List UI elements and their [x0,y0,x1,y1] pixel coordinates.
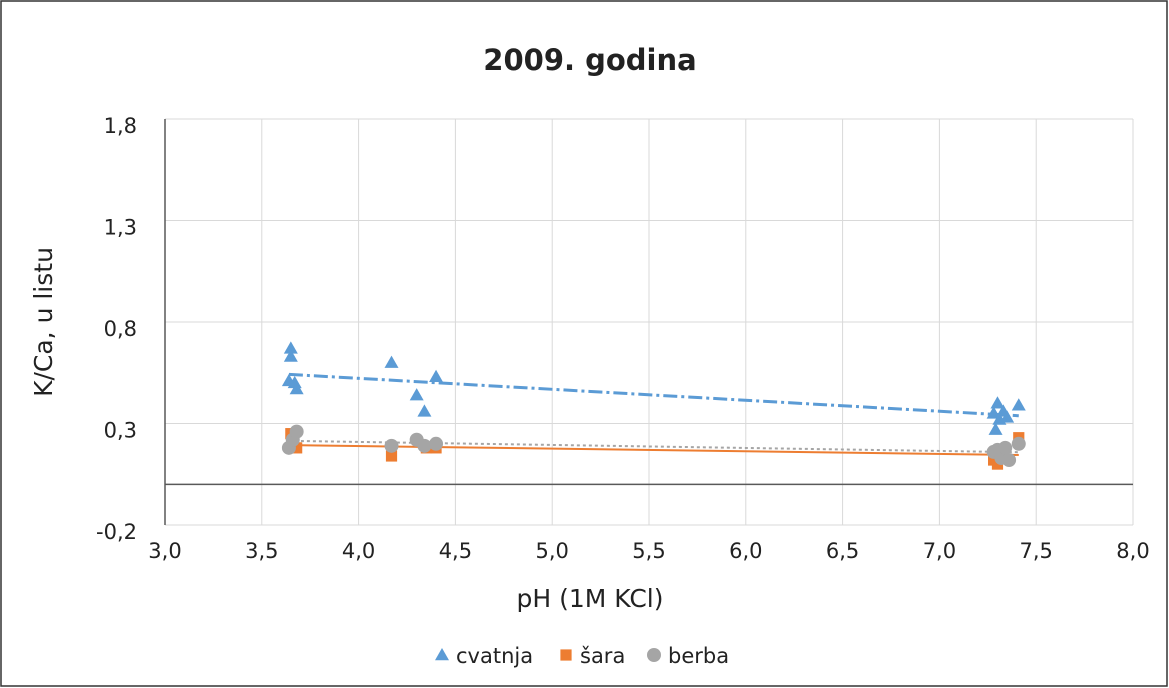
trendline [288,372,1019,418]
point [289,381,304,395]
legend-item: berba [647,644,729,668]
point [283,341,298,354]
legend-item: šara [560,644,625,668]
x-tick-label: 3,0 [148,539,181,563]
point [429,369,444,383]
y-tick-label: 1,8 [104,114,137,138]
x-tick-label: 5,5 [632,539,665,563]
y-tick-label: 0,3 [104,419,137,443]
y-axis-label: K/Ca, u listu [29,247,58,397]
point [1011,436,1026,451]
x-axis-label: pH (1M KCl) [517,584,664,613]
y-tick-label: 0,8 [104,317,137,341]
x-tick-label: 5,0 [535,539,568,563]
x-tick-label: 3,5 [245,539,278,563]
x-tick-label: 6,0 [729,539,762,563]
legend-marker [647,648,661,662]
point [990,396,1005,409]
chart-title: 2009. godina [483,43,696,77]
point [1011,398,1026,411]
point [283,349,298,362]
point [417,438,432,453]
point [998,440,1013,455]
point [429,436,444,451]
x-tick-label: 7,0 [923,539,956,563]
trendline [290,444,1019,456]
point [409,388,424,401]
legend-marker [560,649,572,661]
x-tick-label: 8,0 [1116,539,1149,563]
point [988,422,1003,435]
point [1002,453,1017,468]
y-tick-label: 1,3 [104,216,137,240]
legend-label: cvatnja [456,644,533,668]
x-tick-label: 4,0 [342,539,375,563]
legend-marker [435,648,449,661]
point [417,404,432,417]
point [385,450,398,462]
x-tick-label: 6,5 [826,539,859,563]
point [991,458,1004,470]
legend-item: cvatnja [435,644,533,668]
x-tick-label: 7,5 [1019,539,1052,563]
y-tick-label: -0,2 [96,520,137,544]
point [384,355,399,368]
legend-label: šara [580,644,625,668]
legend-label: berba [668,644,729,668]
point [384,438,399,453]
point [291,442,303,454]
x-tick-label: 4,5 [439,539,472,563]
point [289,424,304,439]
point [1000,410,1015,423]
